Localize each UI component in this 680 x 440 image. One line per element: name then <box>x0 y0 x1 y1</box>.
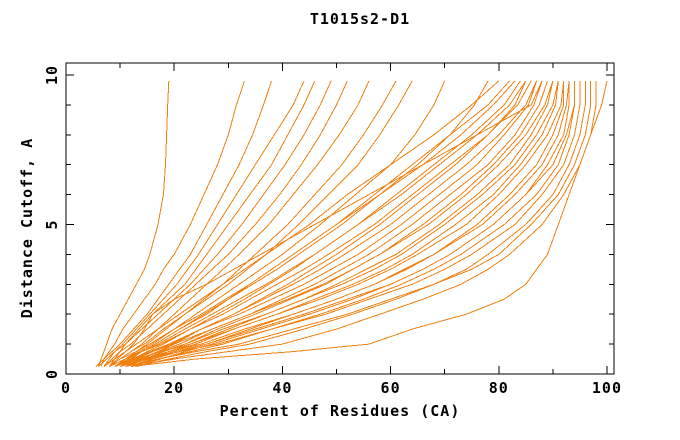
model-curve <box>130 80 554 367</box>
x-tick-label: 40 <box>272 379 292 397</box>
plot-frame <box>65 62 615 375</box>
model-curve <box>109 80 532 367</box>
model-curve <box>125 80 592 367</box>
x-tick-label: 0 <box>61 379 71 397</box>
model-curve <box>119 80 543 367</box>
x-tick-label: 60 <box>381 379 401 397</box>
x-tick-label: 20 <box>164 379 184 397</box>
model-curve <box>125 80 575 367</box>
model-curve <box>119 80 581 367</box>
y-tick-label: 5 <box>43 219 61 229</box>
model-curve <box>103 80 500 367</box>
model-curve <box>119 80 559 367</box>
model-curve <box>130 80 575 367</box>
model-curve <box>103 80 348 367</box>
axes-group <box>65 62 615 375</box>
model-curve <box>119 80 570 367</box>
model-curve <box>130 80 565 367</box>
model-curve <box>114 80 565 367</box>
x-axis-label: Percent of Residues (CA) <box>219 402 461 420</box>
model-curve <box>108 80 316 367</box>
model-curve <box>136 80 586 367</box>
model-curve <box>125 80 559 367</box>
model-curve <box>114 80 554 367</box>
model-curve <box>98 80 332 367</box>
model-curve <box>109 80 516 367</box>
curves-group <box>95 80 608 367</box>
model-curve <box>98 80 170 367</box>
model-curve <box>103 80 305 367</box>
model-curve <box>108 80 543 367</box>
model-curve <box>109 80 370 367</box>
y-tick-label: 0 <box>43 369 61 379</box>
model-curve <box>100 80 245 367</box>
y-tick-label: 10 <box>43 65 61 85</box>
model-curve <box>119 80 521 367</box>
model-curve <box>114 80 397 367</box>
model-curve <box>114 80 446 367</box>
x-tick-label: 80 <box>489 379 509 397</box>
model-curve <box>125 80 527 367</box>
model-curve <box>95 80 273 367</box>
tick-labels-group: 0 20 40 60 80 100 0 5 10 <box>43 65 622 397</box>
model-curve <box>109 80 413 367</box>
page-title: T1015s2-D1 <box>309 10 411 28</box>
model-curve <box>130 80 608 367</box>
x-tick-label: 100 <box>592 379 622 397</box>
model-curve <box>114 80 538 367</box>
